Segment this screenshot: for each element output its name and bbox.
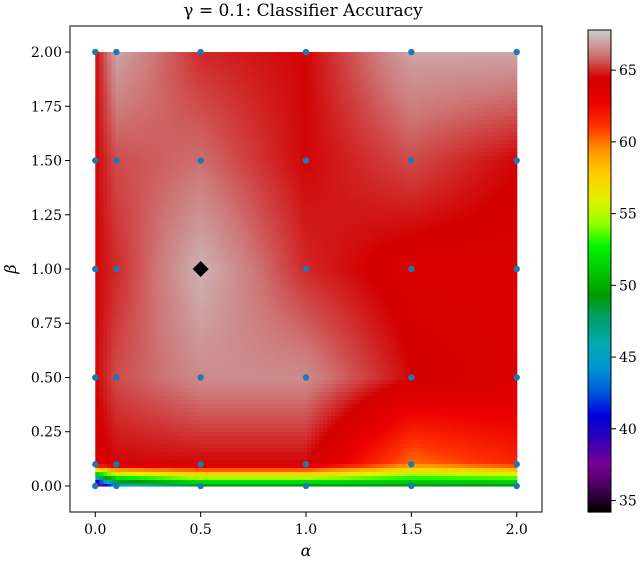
colorbar-tick-label: 60 [619,135,637,151]
y-tick-label: 0.00 [31,479,62,495]
sample-point [302,265,310,273]
x-tick-label: 1.5 [400,522,422,538]
best-marker [192,261,209,277]
sample-point [513,48,520,56]
sample-point [408,461,415,468]
sample-point [92,157,99,164]
sample-point [302,374,310,381]
sample-point [113,48,120,56]
y-tick-label: 1.00 [31,262,62,278]
sample-point [113,265,120,273]
plot-area [95,52,518,487]
y-tick-label: 1.25 [31,208,62,224]
sample-point [113,157,120,164]
x-tick-label: 0.5 [190,522,212,538]
colorbar-tick-label: 55 [619,207,637,223]
sample-point [513,157,520,164]
colorbar-tick-label: 45 [619,350,637,366]
y-tick-label: 1.75 [31,99,62,115]
sample-point [302,482,310,490]
colorbar-frame [587,29,612,513]
x-axis: 0.0 0.5 1.0 1.5 2.0 [84,512,528,538]
sample-point [408,482,415,490]
sample-point [92,48,99,56]
colorbar-tick-label: 40 [619,422,637,438]
sample-point [197,157,204,164]
sample-point [113,482,120,490]
colorbar-tick-label: 65 [619,63,637,79]
y-axis: 0.00 0.25 0.50 0.75 1.00 1.25 1.50 1.75 2.00 [31,45,70,495]
y-tick-label: 1.50 [31,154,62,170]
sample-point [197,374,204,381]
sample-point [408,48,415,56]
colorbar-tick-label: 35 [619,494,637,510]
sample-point [513,482,520,490]
sample-point [302,461,310,468]
chart-title: γ = 0.1: Classifier Accuracy [183,1,423,21]
sample-point [92,265,99,273]
y-tick-label: 0.25 [31,425,62,441]
sample-point [408,265,415,273]
sample-point [408,374,415,381]
best-point-marker [192,261,209,277]
y-tick-label: 0.75 [31,316,62,332]
sample-point [513,374,520,381]
colorbar: 35 40 45 50 55 60 65 [587,29,637,513]
x-axis-label: α [301,541,312,560]
x-tick-label: 2.0 [506,522,528,538]
y-tick-label: 0.50 [31,370,62,386]
sample-point [197,482,204,490]
x-tick-label: 1.0 [295,522,317,538]
sample-point [92,461,99,468]
sample-point [302,157,310,164]
sample-point [113,461,120,468]
sample-point [197,461,204,468]
colorbar-tick-label: 50 [619,278,637,294]
y-tick-label: 2.00 [31,45,62,61]
sample-point [513,265,520,273]
sample-point [302,48,310,56]
sample-point [197,48,204,56]
sample-point [92,374,99,381]
sample-point [92,482,99,490]
x-tick-label: 0.0 [84,522,106,538]
sample-point [513,461,520,468]
sample-point [113,374,120,381]
sample-point [408,157,415,164]
y-axis-label: β [1,264,20,274]
